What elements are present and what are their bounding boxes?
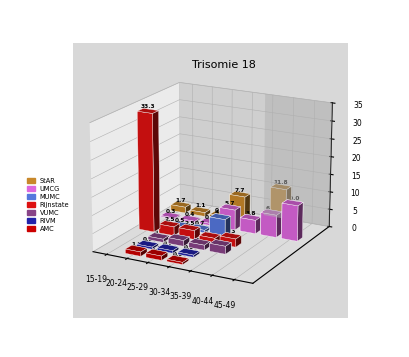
Title: Trisomie 18: Trisomie 18	[191, 60, 255, 70]
Legend: StAR, UMCG, MUMC, Rijnstate, VUMC, RIVM, AMC: StAR, UMCG, MUMC, Rijnstate, VUMC, RIVM,…	[27, 178, 69, 232]
